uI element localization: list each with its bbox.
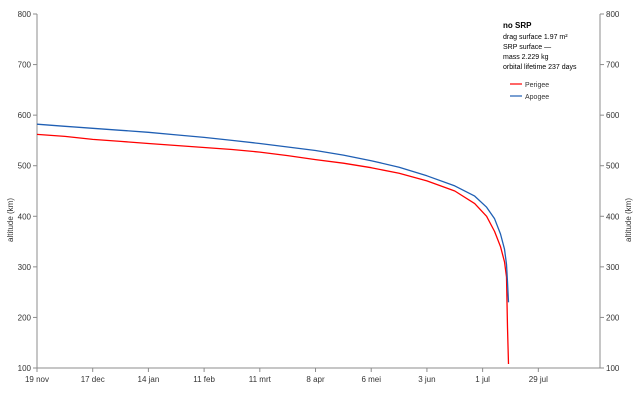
y-tick-label-left: 500 bbox=[18, 162, 32, 171]
series-layer bbox=[36, 123, 510, 365]
x-tick-label: 14 jan bbox=[138, 375, 160, 384]
series-line-apogee bbox=[36, 123, 510, 303]
x-tick-label: 29 jul bbox=[529, 375, 548, 384]
y-tick-label-right: 100 bbox=[606, 364, 620, 373]
y-tick-label-right: 800 bbox=[606, 10, 620, 19]
x-tick-label: 11 feb bbox=[193, 375, 215, 384]
y-tick-label-right: 300 bbox=[606, 263, 620, 272]
y-axis-title-left: altitude (km) bbox=[6, 198, 15, 242]
info-mass: mass 2.229 kg bbox=[503, 54, 549, 61]
info-lifetime: orbital lifetime 237 days bbox=[503, 64, 577, 71]
right-axis-ticks: 100 200 300 400 500 600 700 800 bbox=[600, 10, 620, 373]
y-tick-label-right: 200 bbox=[606, 313, 620, 322]
y-tick-label-right: 700 bbox=[606, 61, 620, 70]
y-tick-label-left: 600 bbox=[18, 111, 32, 120]
x-tick-label: 1 jul bbox=[475, 375, 490, 384]
x-tick-label: 19 nov bbox=[25, 375, 49, 384]
x-tick-label: 11 mrt bbox=[249, 375, 272, 384]
y-tick-label-left: 200 bbox=[18, 313, 32, 322]
y-tick-label-right: 400 bbox=[606, 212, 620, 221]
y-axis-title-right: altitude (km) bbox=[624, 198, 633, 242]
info-srp-surface: SRP surface — bbox=[503, 44, 551, 51]
y-tick-label-left: 300 bbox=[18, 263, 32, 272]
legend-label-perigee: Perigee bbox=[525, 82, 549, 89]
y-tick-label-left: 800 bbox=[18, 10, 32, 19]
y-tick-label-right: 600 bbox=[606, 111, 620, 120]
y-tick-label-left: 400 bbox=[18, 212, 32, 221]
left-axis-ticks: 100 200 300 400 500 600 700 800 bbox=[18, 10, 37, 373]
y-tick-label-right: 500 bbox=[606, 162, 620, 171]
info-drag-surface: drag surface 1.97 m² bbox=[503, 34, 568, 41]
plot-area bbox=[36, 14, 601, 369]
x-tick-label: 3 jun bbox=[418, 375, 435, 384]
x-tick-label: 17 dec bbox=[81, 375, 105, 384]
x-tick-label: 6 mei bbox=[361, 375, 381, 384]
x-tick-label: 8 apr bbox=[306, 375, 325, 384]
info-title: no SRP bbox=[503, 21, 532, 30]
series-line-perigee bbox=[36, 133, 510, 365]
legend: Perigee Apogee bbox=[510, 82, 549, 101]
x-axis-ticks: 19 nov 17 dec 14 jan 11 feb 11 mrt 8 apr 6 mei… bbox=[25, 368, 548, 384]
y-tick-label-left: 100 bbox=[18, 364, 32, 373]
y-tick-label-left: 700 bbox=[18, 61, 32, 70]
info-box: no SRP drag surface 1.97 m² SRP surface … bbox=[503, 21, 577, 71]
legend-label-apogee: Apogee bbox=[525, 94, 549, 101]
